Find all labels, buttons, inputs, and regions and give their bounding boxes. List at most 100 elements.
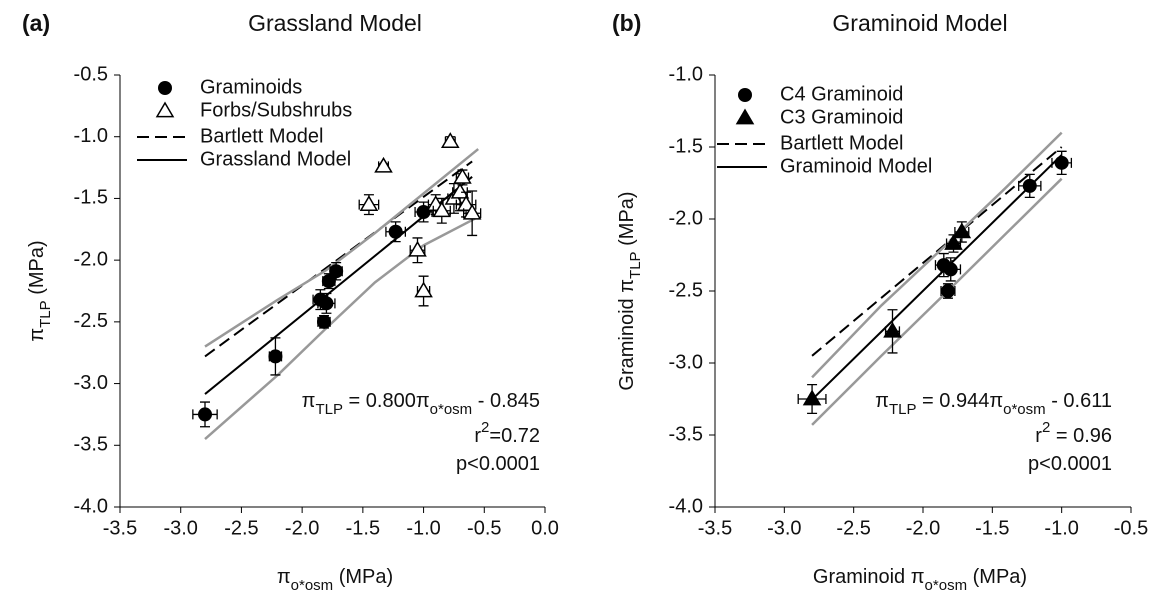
point	[414, 281, 433, 298]
annotation-part: = 0.96	[1050, 425, 1112, 447]
annotation-part: o*osm	[430, 401, 473, 418]
x-tick-label: -3.0	[767, 517, 801, 539]
annotation: r2=0.72	[474, 419, 540, 447]
point	[453, 167, 472, 184]
y-tick-label: -2.5	[669, 279, 703, 301]
y-tick-label: -3.0	[669, 351, 703, 373]
annotation-part: - 0.611	[1046, 390, 1112, 412]
fit-line	[204, 160, 473, 358]
legend-label: Bartlett Model	[780, 132, 903, 154]
annotation-part: r	[1035, 425, 1042, 447]
y-tick-label: -4.0	[74, 495, 108, 517]
y-tick-label: -2.0	[669, 207, 703, 229]
y-tick-label: -3.5	[74, 434, 108, 456]
x-tick-label: -0.5	[467, 517, 501, 539]
panel-label: (a)	[22, 10, 50, 36]
point	[198, 407, 212, 422]
confidence-band	[811, 177, 1063, 426]
x-axis-label: πo*osm (MPa)	[277, 566, 393, 594]
annotation-part: = 0.944π	[916, 390, 1003, 412]
point	[388, 224, 403, 239]
x-tick-label: 0.0	[531, 517, 559, 539]
annotation-part: p<0.0001	[456, 453, 540, 475]
annotation-part: p<0.0001	[1028, 453, 1112, 475]
x-axis-label-part: Graminoid π	[813, 566, 925, 588]
x-axis-label-part: o*osm	[925, 577, 968, 594]
y-axis-label-part: TLP	[37, 300, 54, 328]
legend-label: C3 Graminoid	[780, 106, 903, 128]
x-tick-label: -2.0	[285, 517, 319, 539]
x-tick-label: -1.0	[1044, 517, 1078, 539]
y-axis-label: Graminoid πTLP (MPa)	[616, 191, 644, 390]
annotation-part: π	[302, 390, 316, 412]
annotation-part: TLP	[315, 401, 343, 418]
annotation-part: - 0.845	[472, 390, 540, 412]
point	[359, 195, 379, 211]
point	[940, 284, 955, 298]
x-tick-label: -3.5	[103, 517, 137, 539]
y-tick-label: -2.5	[74, 310, 108, 332]
point	[952, 222, 972, 239]
fit-line	[811, 146, 1063, 357]
annotation: πTLP = 0.944πo*osm - 0.611	[875, 390, 1112, 418]
annotation-part: =0.72	[489, 425, 540, 447]
y-tick-label: -4.0	[669, 495, 703, 517]
x-axis-label-part: π	[277, 566, 291, 588]
x-tick-label: -3.0	[163, 517, 197, 539]
point	[440, 132, 460, 149]
x-tick-label: -1.0	[406, 517, 440, 539]
annotation-part: TLP	[889, 401, 917, 418]
point	[329, 264, 344, 279]
chart-title: Graminoid Model	[832, 10, 1007, 36]
y-axis-label-part: π	[26, 328, 48, 342]
legend-label: C4 Graminoid	[780, 83, 903, 105]
annotation: p<0.0001	[1028, 453, 1112, 475]
point	[321, 274, 336, 289]
point	[1054, 155, 1069, 170]
point	[802, 389, 822, 406]
point	[462, 203, 482, 220]
x-tick-label: -2.0	[906, 517, 940, 539]
x-tick-label: -1.5	[346, 517, 380, 539]
point	[319, 296, 334, 311]
annotation: r2 = 0.96	[1035, 419, 1112, 447]
fit-line	[811, 154, 1063, 401]
annotation-part: 2	[1042, 419, 1050, 436]
annotation-part: o*osm	[1003, 401, 1046, 418]
legend-label: Graminoids	[200, 76, 302, 98]
annotation-part: π	[875, 390, 889, 412]
point	[268, 349, 283, 364]
legend-marker	[158, 81, 172, 95]
point	[432, 201, 452, 218]
x-axis-label: Graminoid πo*osm (MPa)	[813, 566, 1027, 594]
legend-label: Bartlett Model	[200, 125, 323, 147]
point	[374, 156, 393, 173]
point	[1022, 178, 1037, 193]
x-tick-label: -3.5	[698, 517, 732, 539]
legend-marker	[155, 101, 175, 118]
x-axis-label-part: (MPa)	[967, 566, 1027, 588]
confidence-band	[204, 148, 480, 348]
y-tick-label: -1.0	[74, 125, 108, 147]
chart-title: Grassland Model	[248, 10, 422, 36]
point	[450, 182, 470, 199]
y-tick-label: -3.5	[669, 423, 703, 445]
legend-marker	[735, 108, 755, 125]
y-axis-label-part: (MPa)	[616, 191, 638, 251]
y-tick-label: -0.5	[74, 63, 108, 85]
panel-label: (b)	[612, 10, 641, 36]
point	[883, 321, 902, 338]
x-tick-label: -0.5	[1114, 517, 1148, 539]
y-axis-label-part: (MPa)	[26, 240, 48, 300]
legend-label: Grassland Model	[200, 148, 351, 170]
x-axis-label-part: (MPa)	[333, 566, 393, 588]
annotation: πTLP = 0.800πo*osm - 0.845	[302, 390, 540, 418]
x-tick-label: -1.5	[975, 517, 1009, 539]
y-tick-label: -1.5	[74, 187, 108, 209]
point	[408, 240, 427, 257]
legend-label: Forbs/Subshrubs	[200, 99, 352, 121]
point	[456, 195, 476, 211]
annotation: p<0.0001	[456, 453, 540, 475]
annotation-part: 2	[481, 419, 489, 436]
